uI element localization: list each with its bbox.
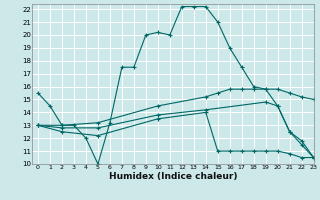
X-axis label: Humidex (Indice chaleur): Humidex (Indice chaleur) <box>108 172 237 181</box>
